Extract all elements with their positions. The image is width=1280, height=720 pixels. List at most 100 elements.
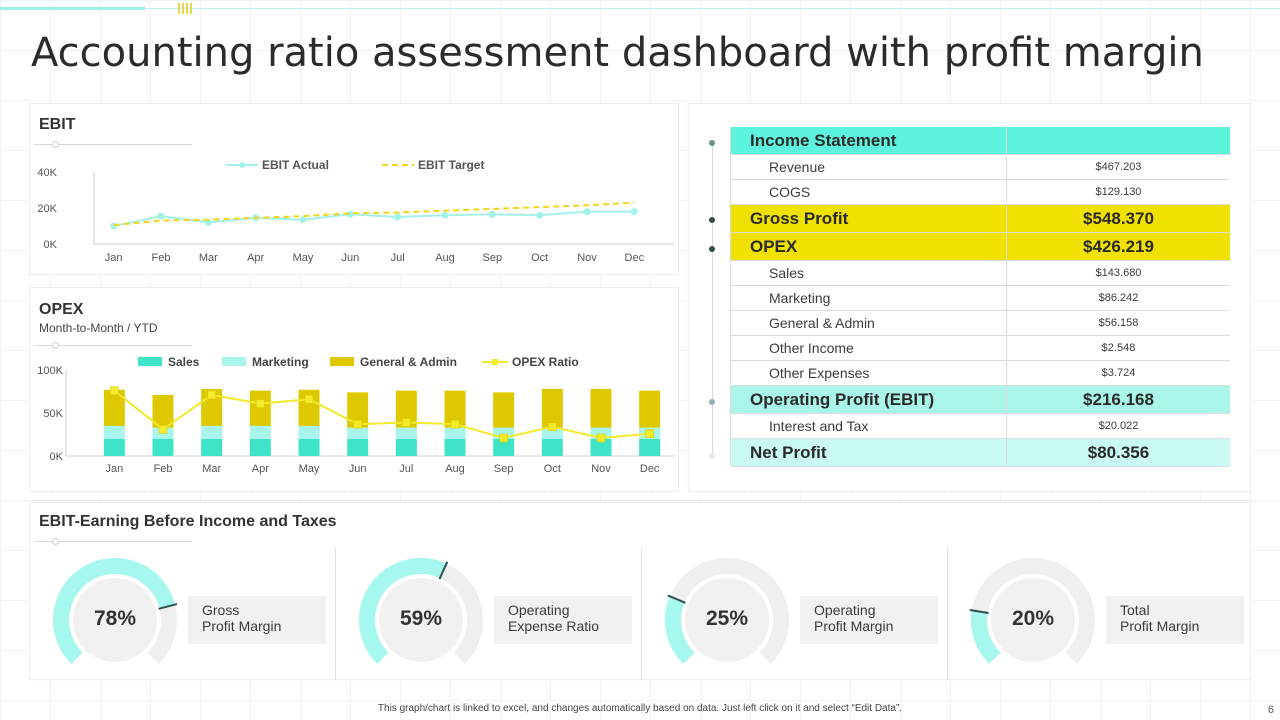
panel-divider: [34, 144, 192, 145]
gauge-separator: [335, 548, 336, 680]
opex-bar-1: [249, 425, 271, 439]
opex-bar-0: [395, 438, 417, 456]
opex-bar-0: [249, 438, 271, 456]
legend-swatch: [330, 357, 354, 366]
income-statement-panel: [688, 103, 1251, 492]
statement-value: $56.158: [1098, 317, 1139, 329]
gauge-marker: [438, 561, 449, 580]
opex-bar-2: [103, 389, 125, 426]
ebit-panel: EBIT 0K 20K 40K Jan Feb Mar Apr May Jun Jul Aug Sep…: [29, 103, 679, 275]
top-rule-accent: [0, 7, 145, 10]
x-tick-label: Feb: [154, 463, 173, 475]
opex-ratio-point: [645, 429, 654, 438]
statement-value: $20.022: [1098, 420, 1139, 432]
x-tick-label: Apr: [252, 463, 269, 475]
opex-bar-chart[interactable]: 0K 50K 100K Jan Feb Mar Apr May Jun Jul Aug Sep Oct N…: [30, 288, 680, 493]
opex-bar-1: [493, 427, 515, 439]
gauge-separator: [947, 548, 948, 680]
gauge-label: Gross Profit Margin: [188, 596, 326, 644]
opex-bar-2: [444, 390, 466, 428]
gauge-fill: [53, 558, 176, 664]
statement-section-row: Operating Profit (EBIT) $216.168: [730, 386, 1230, 414]
opex-bar-0: [347, 438, 369, 456]
x-tick-label: Nov: [591, 463, 611, 475]
ebit-line-chart[interactable]: 0K 20K 40K Jan Feb Mar Apr May Jun Jul Aug Sep Oct No…: [30, 104, 680, 276]
x-tick-label: Sep: [494, 463, 514, 475]
statement-item-row: Other Expenses $3.724: [730, 361, 1230, 386]
x-tick-label: Sep: [483, 252, 503, 264]
x-tick-label: Feb: [152, 252, 171, 264]
opex-ratio-point: [402, 418, 411, 427]
statement-label: OPEX: [730, 233, 1007, 260]
x-tick-label: May: [299, 463, 320, 475]
opex-bar-2: [590, 388, 612, 428]
statement-label: Interest and Tax: [730, 414, 1007, 438]
gauge-fill: [359, 558, 447, 664]
opex-bar-0: [152, 438, 174, 456]
legend-marker: [492, 359, 498, 365]
opex-ratio-point: [353, 419, 362, 429]
gauge-label-line1: Operating: [508, 602, 570, 618]
statement-section-row: Income Statement: [730, 127, 1230, 155]
statement-label: Marketing: [730, 286, 1007, 310]
ebit-actual-line: [113, 210, 635, 227]
legend-label: OPEX Ratio: [512, 355, 579, 369]
opex-ratio-point: [256, 399, 265, 408]
top-rule: [0, 8, 1280, 9]
statement-value: $216.168: [1083, 389, 1154, 409]
statement-label: Income Statement: [730, 127, 1007, 154]
x-tick-label: Aug: [445, 463, 465, 475]
legend-label: EBIT Target: [418, 158, 484, 172]
gauge-marker: [969, 609, 989, 614]
page-title: Accounting ratio assessment dashboard wi…: [31, 30, 1204, 76]
x-tick-label: Jan: [105, 463, 123, 475]
statement-item-row: COGS $129.130: [730, 180, 1230, 205]
ebit-actual-point: [299, 216, 307, 224]
page-number: 6: [1267, 704, 1274, 716]
x-tick-label: Jul: [391, 252, 405, 264]
x-tick-label: Oct: [531, 252, 548, 264]
ebit-target-line: [113, 201, 635, 227]
y-tick-label: 20K: [37, 203, 57, 215]
ebit-gauges-title: EBIT-Earning Before Income and Taxes: [39, 513, 337, 530]
statement-value: $426.219: [1083, 236, 1154, 256]
y-tick-label: 0K: [50, 451, 64, 463]
opex-ratio-point: [450, 419, 460, 429]
gauge-label-line1: Total: [1120, 602, 1150, 618]
opex-bar-2: [249, 390, 271, 426]
opex-bar-2: [347, 392, 369, 428]
gauge-label-line1: Operating: [814, 602, 876, 618]
statement-value: $80.356: [1087, 442, 1150, 462]
x-tick-label: Mar: [202, 463, 221, 475]
opex-panel: OPEX Month-to-Month / YTD 0K 50K 100K Jan Fe…: [29, 287, 679, 492]
y-tick-label: 0K: [44, 239, 58, 251]
x-tick-label: Jan: [105, 252, 123, 264]
gauge-marker: [667, 594, 686, 604]
ebit-actual-point: [583, 208, 591, 216]
opex-bar-0: [201, 438, 223, 456]
opex-ratio-point: [596, 433, 606, 443]
gauge-center: [991, 578, 1075, 662]
x-tick-label: Nov: [577, 252, 597, 264]
x-tick-label: Mar: [199, 252, 218, 264]
x-tick-label: Jul: [399, 463, 413, 475]
statement-item-row: Interest and Tax $20.022: [730, 414, 1230, 439]
statement-item-row: Sales $143.680: [730, 261, 1230, 286]
statement-value: $129.130: [1095, 186, 1142, 198]
opex-bar-2: [541, 388, 563, 428]
opex-bar-2: [493, 392, 515, 428]
gauge-label-line1: Gross: [202, 602, 240, 618]
income-statement-table: Income Statement Revenue $467.203 COGS $129.…: [730, 127, 1230, 467]
ebit-actual-point: [536, 211, 544, 219]
x-tick-label: Jun: [349, 463, 367, 475]
opex-bar-1: [395, 427, 417, 439]
statement-label: Other Income: [730, 336, 1007, 360]
legend-swatch: [222, 357, 246, 366]
opex-bar-1: [444, 427, 466, 439]
gauge-label-line2: Expense Ratio: [508, 618, 600, 634]
statement-value: $548.370: [1083, 208, 1154, 228]
panel-divider: [34, 541, 192, 542]
opex-bar-1: [103, 425, 125, 439]
ebit-actual-point: [441, 211, 449, 219]
